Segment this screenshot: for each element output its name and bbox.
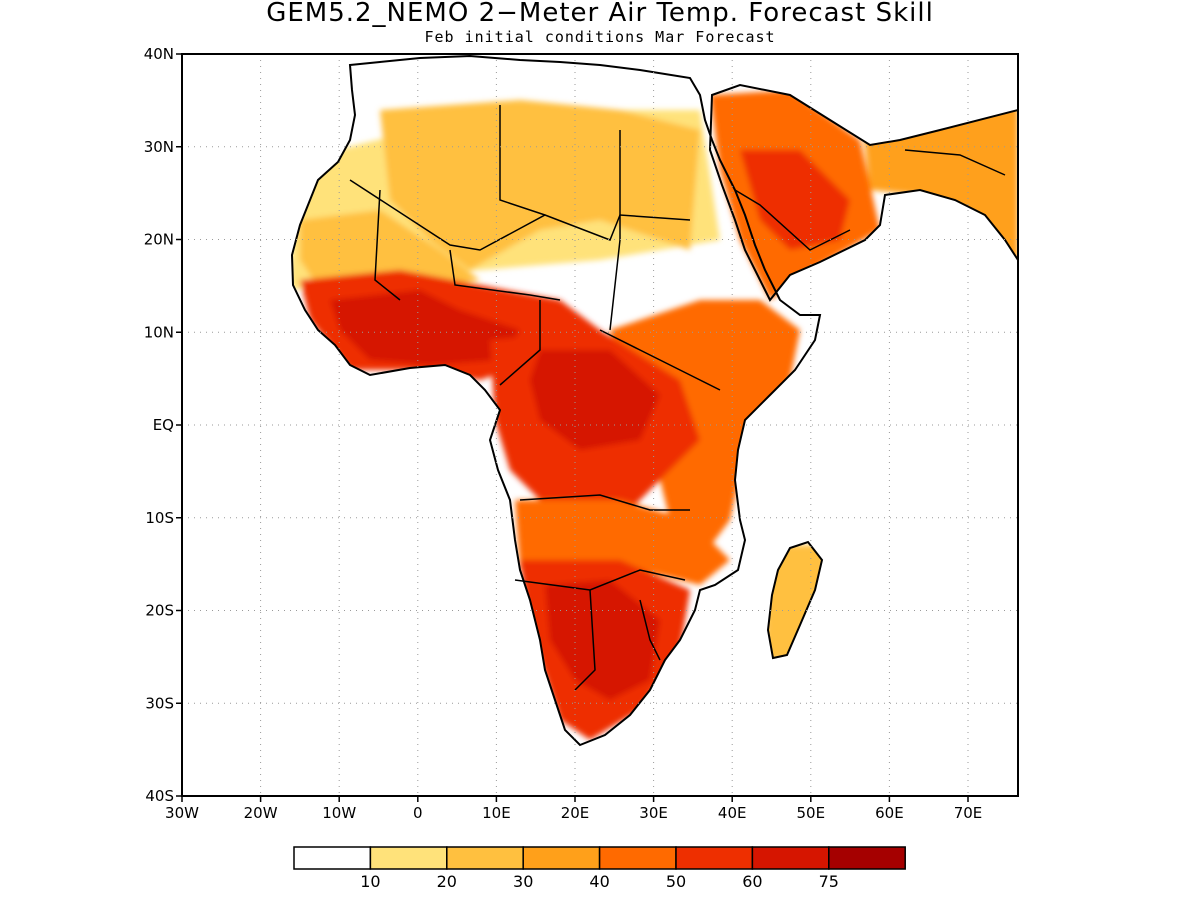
lat-label: 20N — [144, 231, 174, 249]
lat-label: EQ — [153, 416, 174, 434]
colorbar-label: 20 — [437, 872, 457, 891]
congo-core — [530, 350, 660, 450]
lat-label: 20S — [145, 602, 174, 620]
lon-label: 10W — [322, 804, 356, 822]
lon-label: 60E — [875, 804, 904, 822]
arabia-core — [740, 150, 850, 250]
chart-title: GEM5.2_NEMO 2−Meter Air Temp. Forecast S… — [266, 0, 934, 28]
colorbar-label: 60 — [742, 872, 762, 891]
lon-label: 50E — [797, 804, 826, 822]
colorbar-swatch — [293, 846, 372, 870]
lat-label: 10S — [145, 509, 174, 527]
colorbar-label: 50 — [666, 872, 686, 891]
sahara-east — [300, 210, 480, 290]
lat-label: 30N — [144, 138, 174, 156]
lat-label: 40N — [144, 45, 174, 63]
colorbar-label: 75 — [819, 872, 839, 891]
chart-subtitle: Feb initial conditions Mar Forecast — [424, 28, 776, 46]
iran-pakistan — [860, 85, 1018, 280]
lat-label: 30S — [145, 694, 174, 712]
lon-label: 10E — [482, 804, 511, 822]
lon-label: 20E — [561, 804, 590, 822]
lat-label: 10N — [144, 323, 174, 341]
colorbar-swatch — [598, 846, 677, 870]
lon-label: 30E — [639, 804, 668, 822]
colorbar: 10 20 30 40 50 60 75 — [293, 846, 906, 891]
lat-label: 40S — [145, 787, 174, 805]
colorbar-label: 40 — [589, 872, 609, 891]
lon-label: 70E — [954, 804, 983, 822]
grid-lines — [182, 54, 1018, 796]
colorbar-swatch — [751, 846, 830, 870]
gulf-of-guinea — [330, 290, 520, 365]
colorbar-swatch — [522, 846, 601, 870]
lon-label: 0 — [413, 804, 423, 822]
lon-label: 30W — [165, 804, 199, 822]
colorbar-swatch — [446, 846, 524, 870]
kalahari — [545, 580, 660, 700]
colorbar-swatch — [675, 846, 754, 870]
lon-label: 20W — [244, 804, 278, 822]
east-africa — [610, 300, 800, 560]
lon-label: 40E — [718, 804, 747, 822]
colorbar-swatch — [369, 846, 448, 870]
madagascar — [765, 545, 825, 660]
colorbar-swatch — [828, 846, 906, 870]
colorbar-label: 10 — [360, 872, 380, 891]
colorbar-label: 30 — [513, 872, 533, 891]
